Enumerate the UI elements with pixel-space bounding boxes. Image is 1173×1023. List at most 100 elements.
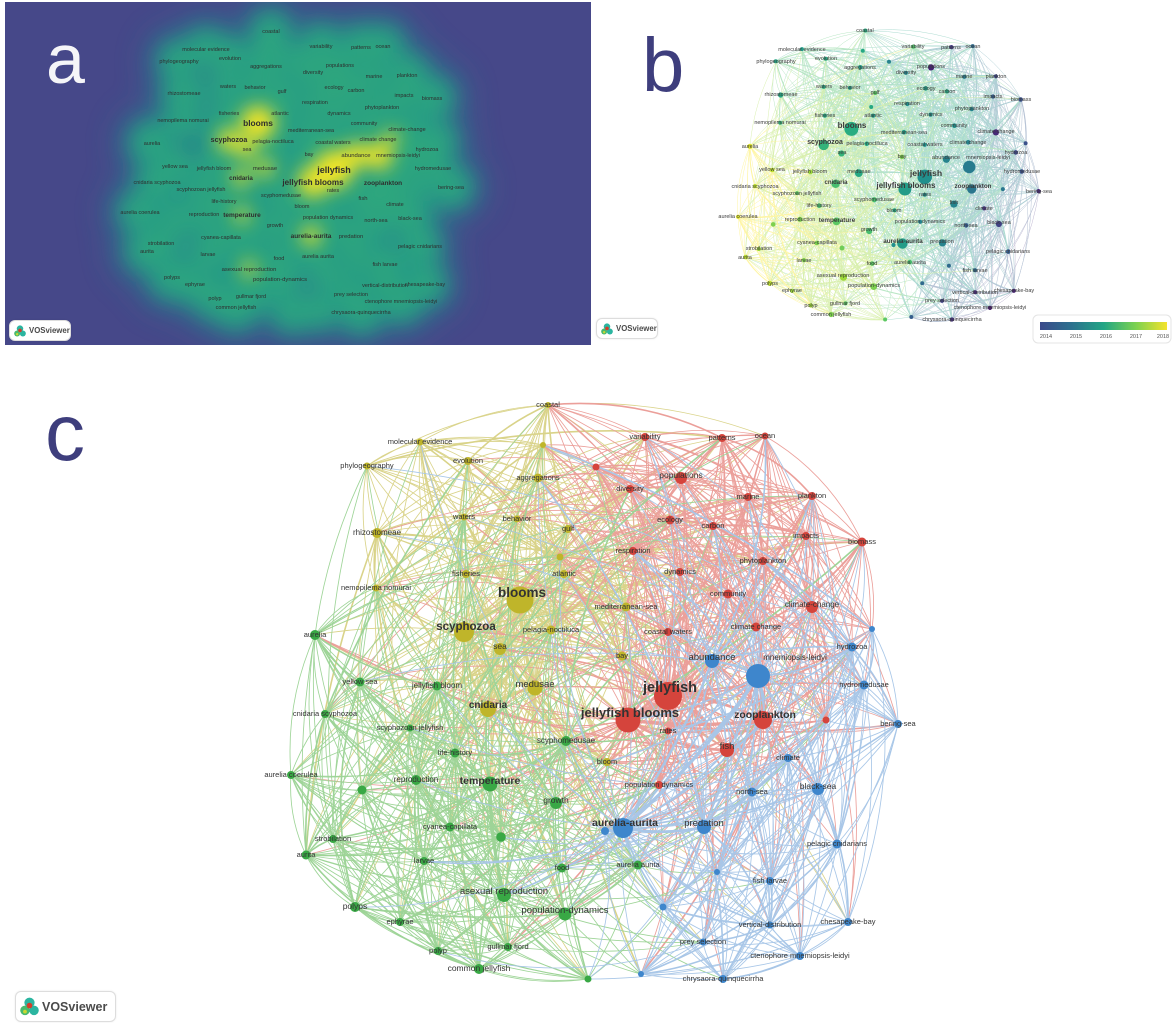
- svg-text:polyp: polyp: [208, 296, 221, 302]
- svg-text:black-sea: black-sea: [987, 220, 1011, 226]
- svg-text:scyphozoan jellyfish: scyphozoan jellyfish: [377, 723, 444, 732]
- svg-text:gullmar fjord: gullmar fjord: [830, 301, 860, 307]
- svg-text:2018: 2018: [1157, 334, 1169, 340]
- svg-text:reproduction: reproduction: [785, 217, 816, 223]
- svg-text:ctenophore mnemiopsis-leidyi: ctenophore mnemiopsis-leidyi: [365, 299, 438, 305]
- svg-text:temperature: temperature: [819, 217, 856, 224]
- svg-text:pelagic cnidarians: pelagic cnidarians: [986, 249, 1030, 255]
- svg-text:strobilation: strobilation: [148, 241, 175, 247]
- svg-text:larvae: larvae: [414, 856, 434, 865]
- svg-text:prey selection: prey selection: [925, 298, 959, 304]
- svg-text:aurelia-aurita: aurelia-aurita: [291, 233, 332, 240]
- svg-text:behavior: behavior: [503, 514, 532, 523]
- svg-text:marine: marine: [366, 74, 383, 80]
- svg-text:polyps: polyps: [164, 275, 180, 281]
- svg-text:ecology: ecology: [325, 85, 344, 91]
- svg-text:aurelia coerulea: aurelia coerulea: [718, 214, 758, 220]
- svg-text:bay: bay: [305, 152, 314, 158]
- svg-text:food: food: [867, 261, 878, 267]
- svg-text:abundance: abundance: [688, 652, 735, 663]
- svg-text:cnidaria scyphozoa: cnidaria scyphozoa: [731, 184, 779, 190]
- svg-text:coastal waters: coastal waters: [315, 140, 350, 146]
- svg-text:cnidaria scyphozoa: cnidaria scyphozoa: [293, 709, 358, 718]
- svg-text:coastal: coastal: [536, 400, 560, 409]
- svg-text:climate-change: climate-change: [388, 127, 425, 133]
- svg-text:asexual reproduction: asexual reproduction: [222, 267, 277, 273]
- svg-text:respiration: respiration: [302, 100, 328, 106]
- svg-text:life-history: life-history: [438, 748, 472, 757]
- svg-text:aggregations: aggregations: [250, 64, 282, 70]
- svg-text:north-sea: north-sea: [736, 787, 769, 796]
- svg-text:bay: bay: [898, 154, 907, 160]
- svg-text:ephyrae: ephyrae: [782, 288, 802, 294]
- svg-text:abundance: abundance: [341, 153, 371, 159]
- svg-text:community: community: [941, 123, 968, 129]
- svg-text:diversity: diversity: [896, 70, 916, 76]
- svg-text:jellyfish: jellyfish: [909, 168, 942, 178]
- svg-text:fisheries: fisheries: [452, 569, 480, 578]
- svg-text:dynamics: dynamics: [327, 111, 350, 117]
- svg-text:polyp: polyp: [429, 946, 447, 955]
- svg-text:jellyfish: jellyfish: [316, 165, 351, 175]
- svg-text:biomass: biomass: [422, 96, 443, 102]
- svg-text:climate-change: climate-change: [977, 129, 1014, 135]
- svg-text:cnidaria scyphozoa: cnidaria scyphozoa: [133, 180, 181, 186]
- svg-text:aurita: aurita: [738, 255, 753, 261]
- svg-text:growth: growth: [861, 227, 878, 233]
- svg-text:population-dynamics: population-dynamics: [253, 277, 307, 283]
- svg-text:jellyfish bloom: jellyfish bloom: [411, 681, 463, 690]
- svg-text:gulf: gulf: [278, 89, 287, 95]
- svg-text:variability: variability: [310, 44, 333, 50]
- svg-text:mnemiopsis-leidyi: mnemiopsis-leidyi: [966, 155, 1010, 161]
- svg-text:strobilation: strobilation: [315, 834, 351, 843]
- svg-text:molecular evidence: molecular evidence: [388, 437, 453, 446]
- svg-text:dynamics: dynamics: [664, 567, 696, 576]
- svg-text:pelagic cnidarians: pelagic cnidarians: [807, 839, 867, 848]
- svg-text:rhizostomeae: rhizostomeae: [764, 92, 797, 98]
- svg-text:coastal waters: coastal waters: [644, 627, 692, 636]
- svg-text:plankton: plankton: [397, 73, 418, 79]
- svg-text:temperature: temperature: [223, 212, 261, 219]
- svg-text:climate change: climate change: [360, 137, 397, 143]
- svg-text:food: food: [555, 863, 570, 872]
- svg-text:fish: fish: [358, 196, 367, 202]
- svg-text:hydromedusae: hydromedusae: [839, 680, 889, 689]
- svg-text:polyps: polyps: [343, 901, 368, 911]
- svg-text:hydrozoa: hydrozoa: [1005, 150, 1029, 156]
- svg-text:community: community: [710, 589, 747, 598]
- svg-text:population-dynamics: population-dynamics: [848, 283, 900, 289]
- svg-text:bloom: bloom: [295, 204, 310, 210]
- svg-text:ctenophore mnemiopsis-leidyi: ctenophore mnemiopsis-leidyi: [750, 951, 850, 960]
- svg-text:cyanea-capillata: cyanea-capillata: [797, 240, 838, 246]
- svg-text:plankton: plankton: [798, 491, 826, 500]
- svg-text:populations: populations: [326, 63, 354, 69]
- svg-text:aurelia aurita: aurelia aurita: [616, 860, 660, 869]
- svg-text:gulf: gulf: [562, 524, 575, 533]
- svg-text:climate change: climate change: [950, 140, 987, 146]
- svg-text:climate-change: climate-change: [785, 600, 840, 609]
- svg-text:scyphozoan jellyfish: scyphozoan jellyfish: [773, 191, 822, 197]
- svg-text:atlantic: atlantic: [271, 111, 289, 117]
- svg-text:common jellyfish: common jellyfish: [216, 305, 257, 311]
- svg-text:rates: rates: [660, 726, 677, 735]
- svg-text:medusae: medusae: [253, 166, 278, 172]
- svg-text:evolution: evolution: [815, 56, 837, 62]
- svg-text:life-history: life-history: [806, 203, 831, 209]
- svg-text:carbon: carbon: [702, 521, 725, 530]
- svg-text:chesapeake-bay: chesapeake-bay: [820, 917, 875, 926]
- svg-text:nemopilema nomurai: nemopilema nomurai: [157, 118, 208, 124]
- svg-text:nemopilema nomurai: nemopilema nomurai: [341, 583, 411, 592]
- svg-text:ecology: ecology: [657, 515, 683, 524]
- svg-text:aurelia coerulea: aurelia coerulea: [264, 770, 318, 779]
- svg-text:mnemiopsis-leidyi: mnemiopsis-leidyi: [763, 653, 827, 662]
- svg-text:population dynamics: population dynamics: [625, 780, 694, 789]
- svg-text:populations: populations: [659, 470, 702, 480]
- svg-text:aurelia-aurita: aurelia-aurita: [592, 817, 658, 829]
- svg-text:scyphomedusae: scyphomedusae: [537, 736, 596, 745]
- svg-text:larvae: larvae: [201, 252, 216, 258]
- svg-text:2015: 2015: [1070, 334, 1082, 340]
- svg-text:yellow sea: yellow sea: [342, 677, 378, 686]
- svg-text:gullmar fjord: gullmar fjord: [236, 294, 266, 300]
- svg-text:vertical-distribution: vertical-distribution: [362, 283, 408, 289]
- svg-text:sea: sea: [493, 641, 507, 651]
